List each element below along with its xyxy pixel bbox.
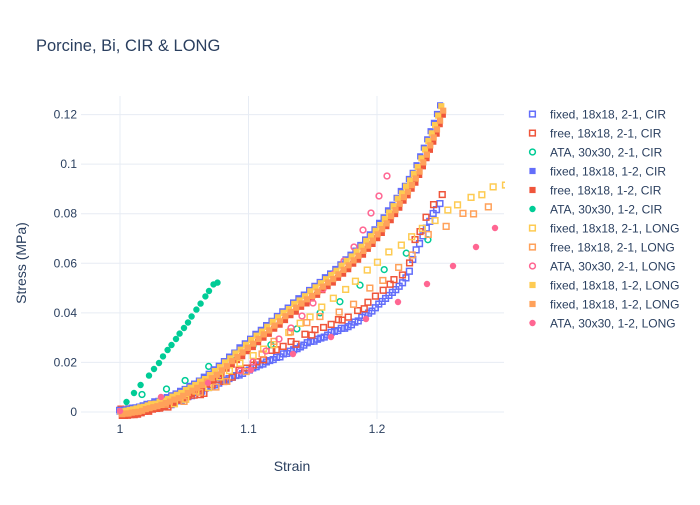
svg-text:ATA, 30x30, 2-1, LONG: ATA, 30x30, 2-1, LONG <box>550 260 676 274</box>
svg-text:fixed, 18x18, 1-2, LONG: fixed, 18x18, 1-2, LONG <box>550 279 679 293</box>
svg-text:0.06: 0.06 <box>54 256 78 270</box>
svg-text:0.1: 0.1 <box>60 157 77 171</box>
svg-text:0.02: 0.02 <box>54 355 78 369</box>
svg-text:ATA, 30x30, 1-2, LONG: ATA, 30x30, 1-2, LONG <box>550 317 676 331</box>
svg-text:Stress (MPa): Stress (MPa) <box>13 222 29 304</box>
svg-text:0.08: 0.08 <box>54 207 78 221</box>
svg-text:free, 18x18, 2-1, LONG: free, 18x18, 2-1, LONG <box>550 241 675 255</box>
svg-text:fixed, 18x18, 1-2, CIR: fixed, 18x18, 1-2, CIR <box>550 165 666 179</box>
svg-text:ATA, 30x30, 2-1, CIR: ATA, 30x30, 2-1, CIR <box>550 146 663 160</box>
svg-text:1.2: 1.2 <box>369 422 386 436</box>
svg-text:Porcine, Bi, CIR & LONG: Porcine, Bi, CIR & LONG <box>36 37 220 55</box>
svg-text:0.04: 0.04 <box>54 306 78 320</box>
svg-text:1.1: 1.1 <box>240 422 257 436</box>
svg-text:free, 18x18, 1-2, CIR: free, 18x18, 1-2, CIR <box>550 184 662 198</box>
svg-text:1: 1 <box>117 422 124 436</box>
svg-text:free, 18x18, 2-1, CIR: free, 18x18, 2-1, CIR <box>550 127 662 141</box>
svg-text:Strain: Strain <box>274 458 311 474</box>
svg-text:fixed, 18x18, 1-2, LONG: fixed, 18x18, 1-2, LONG <box>550 298 679 312</box>
svg-text:ATA, 30x30, 1-2, CIR: ATA, 30x30, 1-2, CIR <box>550 203 663 217</box>
svg-text:0: 0 <box>70 405 77 419</box>
svg-text:fixed, 18x18, 2-1, CIR: fixed, 18x18, 2-1, CIR <box>550 108 666 122</box>
svg-text:0.12: 0.12 <box>54 108 78 122</box>
svg-text:fixed, 18x18, 2-1, LONG: fixed, 18x18, 2-1, LONG <box>550 222 679 236</box>
